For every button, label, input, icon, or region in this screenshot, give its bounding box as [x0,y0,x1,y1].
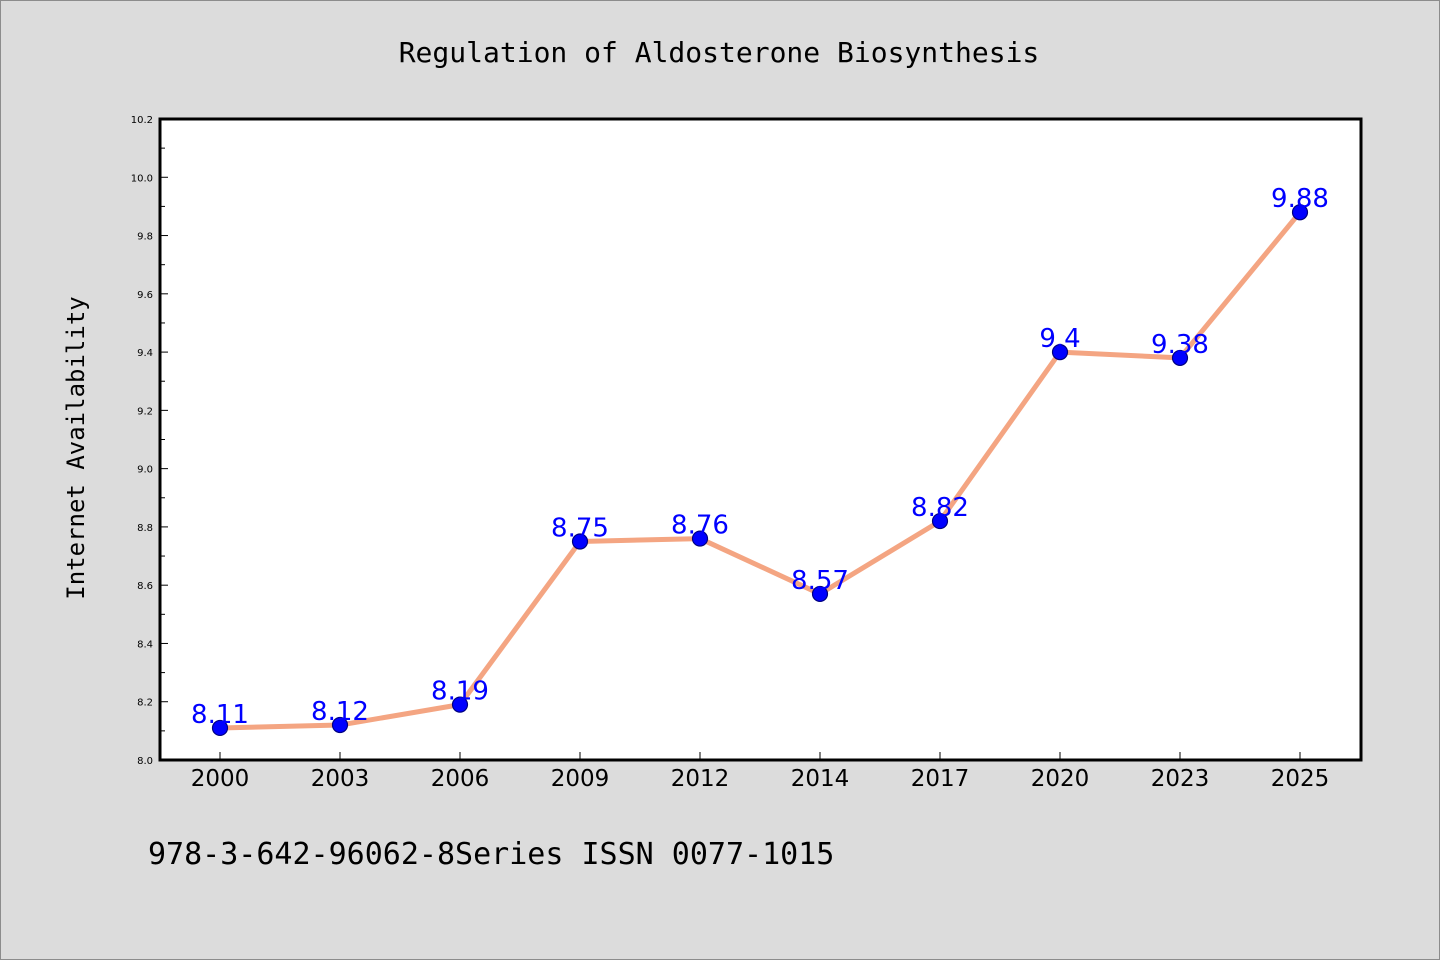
x-tick-label: 2023 [1151,766,1210,792]
data-labels-group: 8.11 8.12 8.19 8.75 8.76 8.57 8.82 9.4 9.38 9.88 [191,184,1329,730]
series-group [211,204,1309,737]
data-label: 9.4 [1039,324,1080,354]
data-label: 8.19 [431,677,489,707]
y-tick-label: 8.0 [137,756,153,767]
data-point [811,585,829,603]
y-tick-label: 9.8 [137,232,153,243]
y-tick-label: 10.0 [131,173,153,184]
y-tick-label: 8.2 [137,698,153,709]
data-point [931,512,949,530]
data-label: 8.57 [791,566,849,596]
data-label: 9.88 [1271,184,1329,214]
data-point [1291,204,1309,221]
data-label: 8.11 [191,700,249,730]
x-tick-label: 2020 [1031,766,1090,792]
x-tick-label: 2009 [551,766,610,792]
chart-title: Regulation of Aldosterone Biosynthesis [399,36,1040,69]
data-label: 8.12 [311,697,369,727]
data-label: 8.82 [911,493,969,523]
y-tick-label: 8.6 [137,581,153,592]
y-tick-label: 10.2 [131,115,153,126]
y-tick-label: 9.4 [137,348,153,359]
data-point [571,533,589,550]
x-tick-label: 2000 [191,766,250,792]
data-point [451,696,469,713]
y-tick-label: 9.2 [137,406,153,417]
data-point [691,530,709,547]
x-tick-label: 2006 [431,766,490,792]
y-tick-label: 8.4 [137,639,153,650]
footer-isbn-text: 978-3-642-96062-8Series ISSN 0077-1015 [148,837,834,872]
data-point [1051,343,1069,361]
data-point [211,719,229,737]
y-tick-label: 9.0 [137,465,153,476]
series-line [217,209,1303,731]
plot-area [158,117,1363,762]
y-axis-title: Internet Availability [62,296,90,599]
x-tick-label: 2012 [671,766,730,792]
y-axis: 8.0 8.2 8.4 8.6 8.8 9.0 9.2 9.4 9.6 9.8 10.0 10.2 [131,115,168,767]
x-tick-label: 2003 [311,766,370,792]
x-tick-label: 2025 [1271,766,1330,792]
data-point [331,716,349,734]
x-tick-label: 2014 [791,766,850,792]
data-point [1171,349,1189,367]
y-tick-label: 8.8 [137,523,153,534]
data-label: 8.76 [671,511,729,541]
x-axis: 2000 2003 2006 2009 2012 2014 2017 2020 2023 2025 [191,752,1330,792]
x-tick-label: 2017 [911,766,970,792]
y-tick-label: 9.6 [137,290,153,301]
data-label: 8.75 [551,513,609,543]
data-label: 9.38 [1151,330,1209,360]
